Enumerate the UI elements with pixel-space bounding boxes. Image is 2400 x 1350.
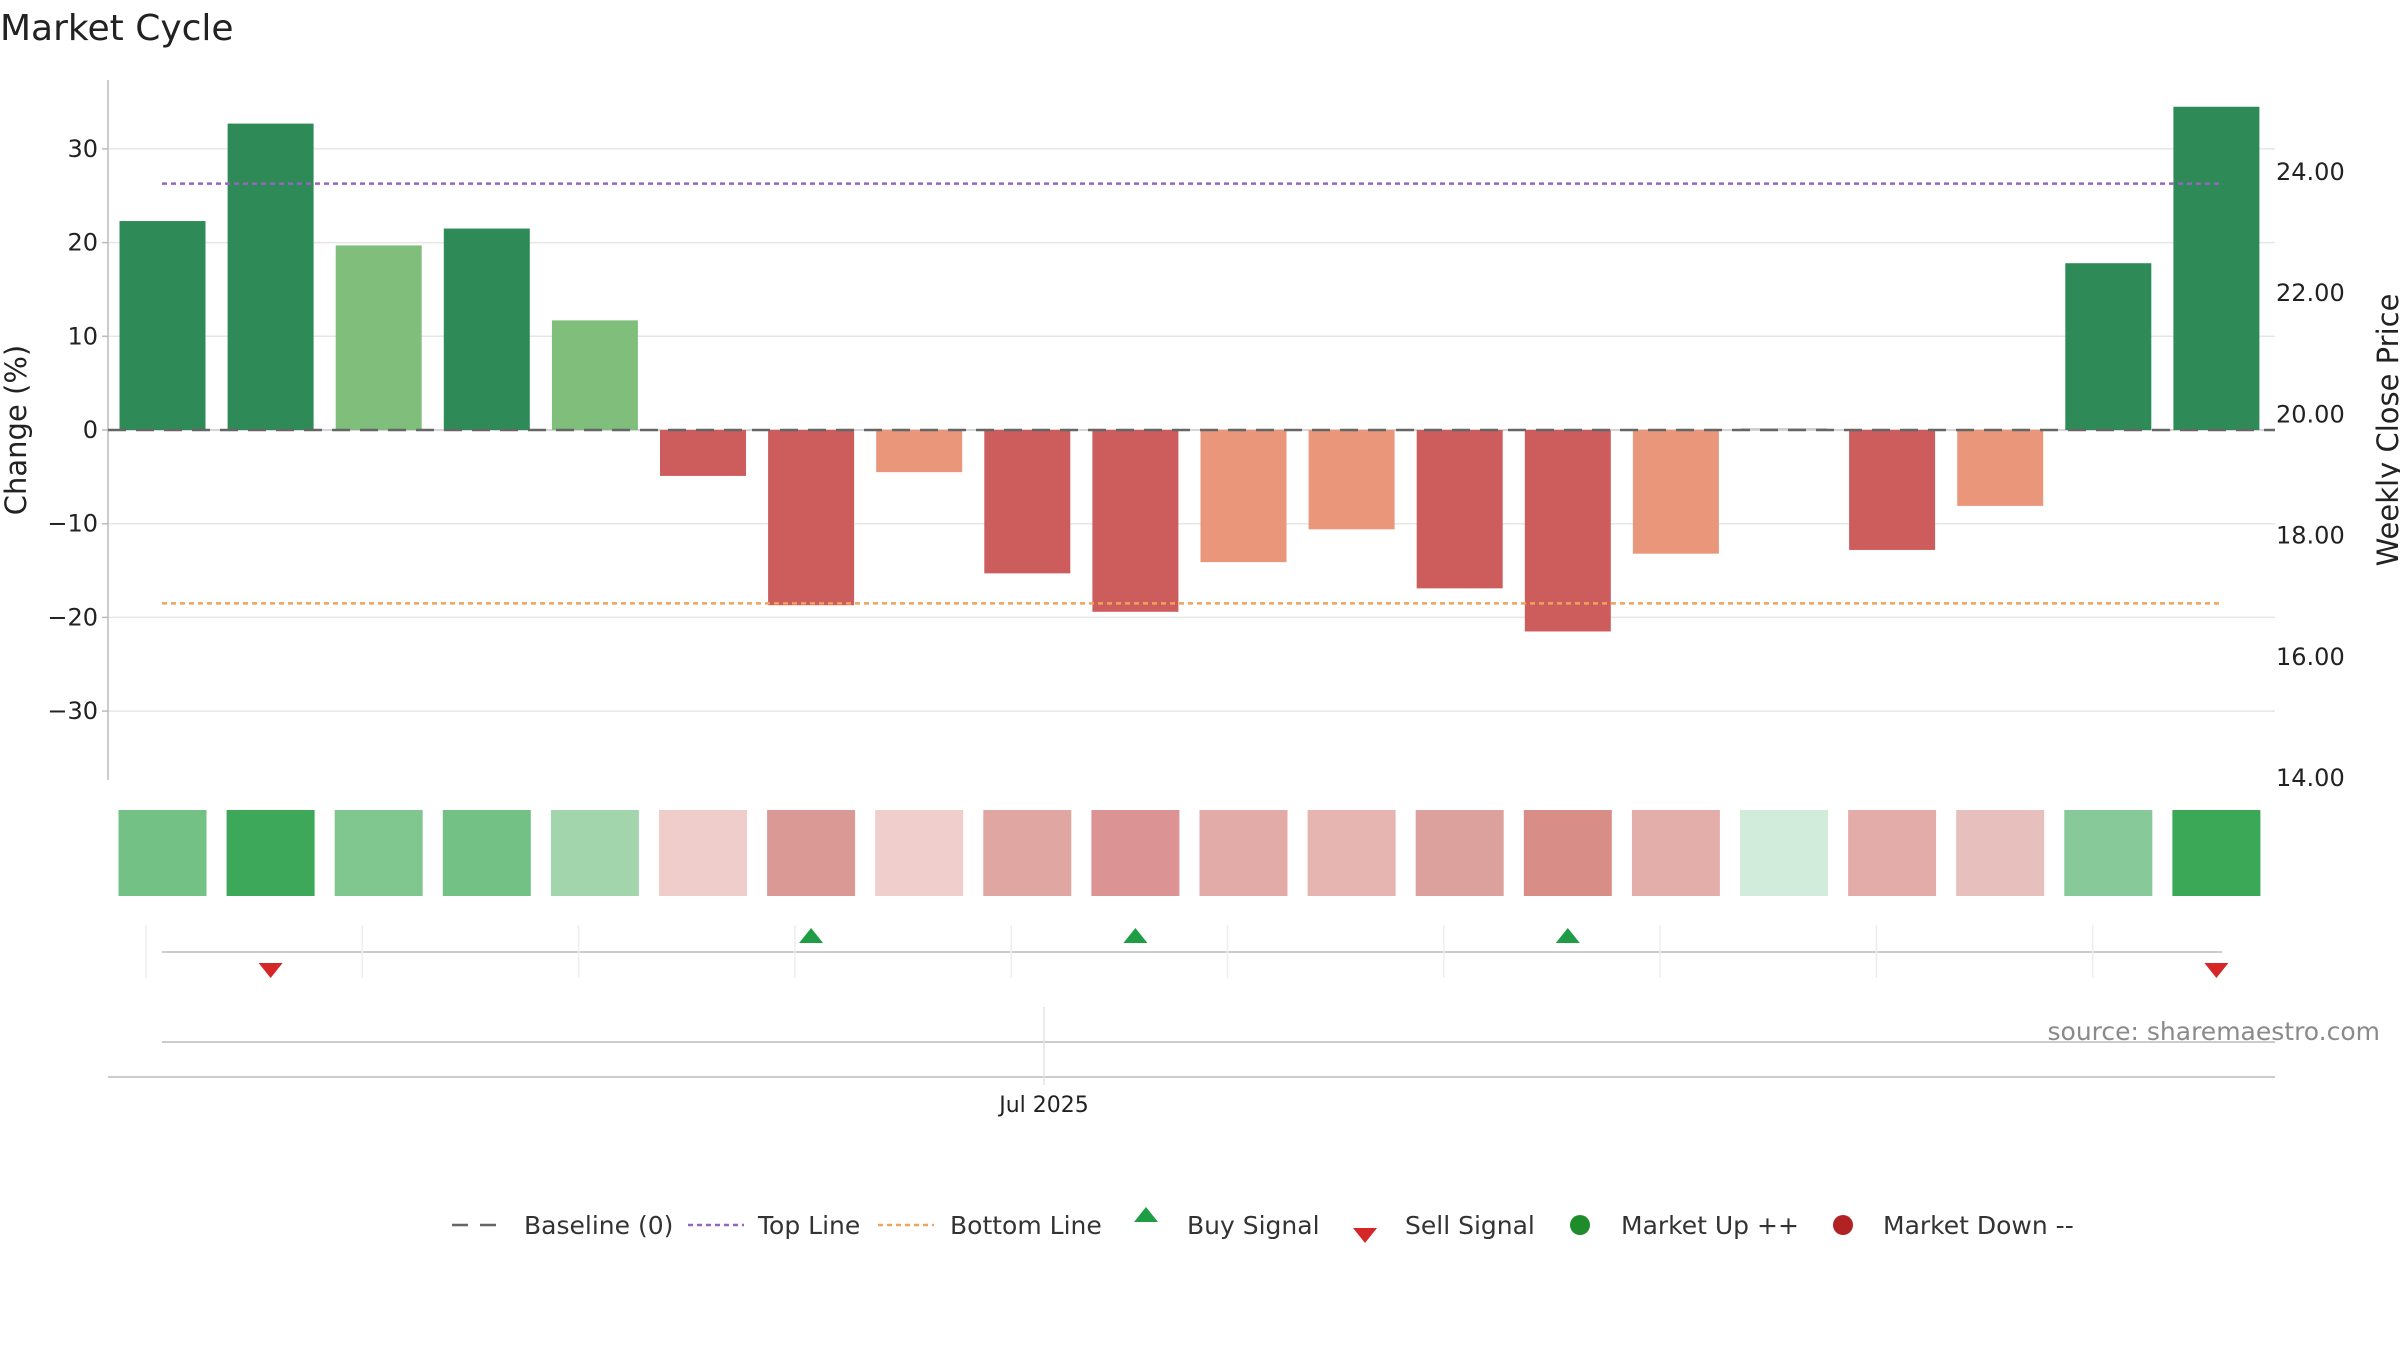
y2-axis-label: Weekly Close Price — [2371, 294, 2400, 567]
strength-cell — [2064, 810, 2153, 896]
strength-cell — [1956, 810, 2045, 896]
buy-signal-marker — [1123, 928, 1148, 943]
strength-cell — [334, 810, 423, 896]
legend-item-buy: Buy Signal — [1134, 1207, 1320, 1240]
legend-item-down: Market Down -- — [1833, 1211, 2074, 1240]
strength-cell — [659, 810, 747, 896]
bar — [1632, 430, 1719, 554]
strength-cell — [1523, 810, 1612, 896]
strength-cell — [1631, 810, 1720, 896]
bar — [335, 245, 422, 430]
strength-cell — [442, 810, 531, 896]
legend-label: Bottom Line — [950, 1211, 1102, 1240]
strength-cell — [118, 810, 207, 896]
strength-cell — [1199, 810, 1288, 896]
bar — [984, 430, 1071, 574]
bar — [1524, 430, 1611, 632]
strength-cell — [1091, 810, 1180, 896]
legend-swatch — [1570, 1215, 1590, 1235]
legend-item-baseline: Baseline (0) — [452, 1211, 673, 1240]
source-note: source: sharemaestro.com — [2048, 1017, 2381, 1046]
legend-swatch — [1833, 1215, 1853, 1235]
strength-cell — [550, 810, 639, 896]
bar — [1741, 428, 1827, 431]
strength-cell — [983, 810, 1072, 896]
sell-signal-marker — [2204, 963, 2229, 978]
legend-label: Market Down -- — [1883, 1211, 2074, 1240]
bar — [551, 320, 638, 430]
bar — [876, 430, 963, 473]
bar — [119, 221, 206, 430]
y-tick-label: −20 — [47, 603, 98, 631]
bar — [1849, 430, 1936, 550]
timeline-axis: Jul 2025 — [108, 1007, 2275, 1118]
bar — [2065, 263, 2152, 430]
reference-lines — [108, 182, 2275, 605]
y2-tick-label: 16.00 — [2276, 643, 2345, 671]
strength-cell — [1307, 810, 1396, 896]
sell-signal-marker — [258, 963, 283, 978]
bar — [1416, 430, 1503, 589]
strength-cell — [875, 810, 964, 896]
bar — [1308, 430, 1395, 530]
y-tick-label: 0 — [83, 416, 98, 444]
y-tick-label: 20 — [67, 229, 98, 257]
bar — [2173, 106, 2260, 431]
strength-cell — [226, 810, 315, 896]
bar — [768, 430, 855, 606]
bar — [1092, 430, 1179, 612]
buy-signal-marker — [1555, 928, 1580, 943]
bar — [1200, 430, 1287, 563]
y-tick-label: −10 — [47, 510, 98, 538]
y2-tick-label: 22.00 — [2276, 279, 2345, 307]
strength-strip — [118, 810, 2261, 896]
strength-cell — [1848, 810, 1937, 896]
y-tick-label: −30 — [47, 697, 98, 725]
y-tick-label: 30 — [67, 135, 98, 163]
legend-item-up: Market Up ++ — [1570, 1211, 1799, 1240]
y2-tick-label: 14.00 — [2276, 764, 2345, 792]
strength-cell — [767, 810, 856, 896]
legend: Baseline (0) Top Line Bottom Line Buy Signa… — [452, 1207, 2074, 1243]
bar — [227, 123, 314, 430]
x-tick-label: Jul 2025 — [997, 1093, 1089, 1118]
legend-item-sell: Sell Signal — [1353, 1211, 1535, 1243]
buy-signal-marker — [799, 928, 824, 943]
legend-swatch — [1134, 1207, 1158, 1222]
chart-title: Market Cycle — [0, 8, 234, 49]
legend-label: Top Line — [757, 1211, 860, 1240]
y2-tick-label: 20.00 — [2276, 400, 2345, 428]
strength-cell — [1415, 810, 1504, 896]
bar — [1957, 430, 2044, 506]
y-tick-label: 10 — [67, 322, 98, 350]
y-axis-label: Change (%) — [0, 345, 33, 515]
legend-label: Baseline (0) — [524, 1211, 673, 1240]
strength-cell — [1740, 810, 1828, 896]
legend-item-top: Top Line — [688, 1211, 860, 1240]
bar — [660, 430, 746, 476]
y2-tick-label: 18.00 — [2276, 522, 2345, 550]
legend-swatch — [1353, 1228, 1377, 1243]
strength-cell — [2172, 810, 2261, 896]
legend-item-bottom: Bottom Line — [878, 1211, 1102, 1240]
legend-label: Buy Signal — [1187, 1211, 1320, 1240]
bar — [443, 228, 530, 430]
axes: 30 20 10 0 −10 −20 −30 24.00 22.00 20.00 18.00 16.0… — [47, 80, 2345, 792]
y2-tick-label: 24.00 — [2276, 158, 2345, 186]
legend-label: Sell Signal — [1405, 1211, 1535, 1240]
legend-label: Market Up ++ — [1621, 1211, 1799, 1240]
signal-strip — [145, 925, 2229, 978]
bars — [119, 106, 2260, 632]
